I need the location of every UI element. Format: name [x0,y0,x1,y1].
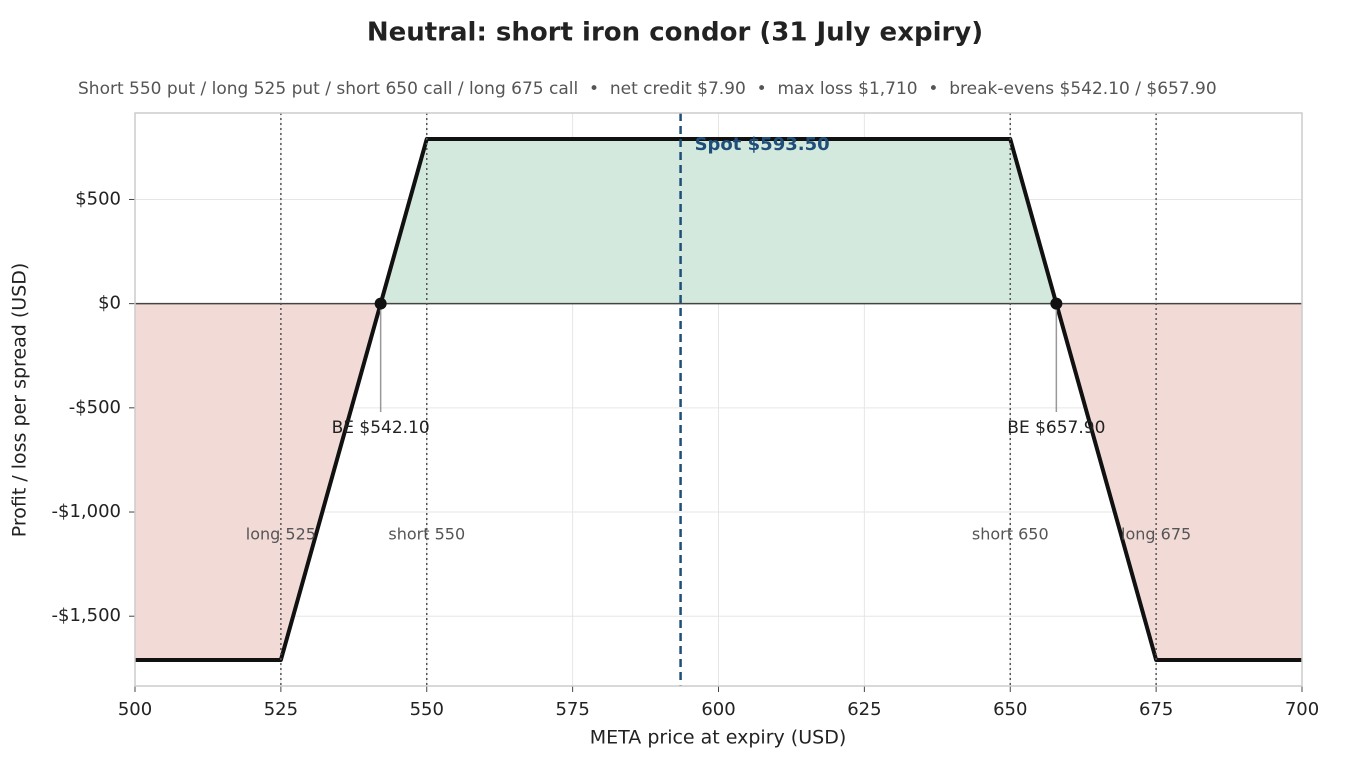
y-axis-label: Profit / loss per spread (USD) [9,263,31,538]
chart-subtitle: Short 550 put / long 525 put / short 650… [78,79,1217,99]
x-tick-label: 600 [701,699,735,720]
x-tick-label: 575 [555,699,589,720]
profit-area [380,139,1057,304]
strike-label: short 550 [388,525,465,544]
y-tick-label: -$1,500 [52,605,121,626]
x-tick-label: 550 [410,699,444,720]
y-tick-label: $500 [75,188,121,209]
x-axis-label: META price at expiry (USD) [590,727,846,749]
x-tick-label: 625 [847,699,881,720]
plot-frame [134,112,1303,687]
strike-label: long 525 [246,525,316,544]
y-tick-label: $0 [98,293,121,314]
x-tick-label: 675 [1139,699,1173,720]
chart-title: Neutral: short iron condor (31 July expi… [367,18,983,48]
y-tick-label: -$500 [69,397,121,418]
payoff-line [135,137,1302,662]
breakeven-label: BE $542.10 [332,418,430,438]
x-tick-label: 525 [264,699,298,720]
x-tick-label: 500 [118,699,152,720]
spot-label: Spot $593.50 [695,134,830,155]
breakeven-marker [374,297,387,310]
strike-label: short 650 [972,525,1049,544]
x-tick-label: 650 [993,699,1027,720]
loss-area [135,303,1302,660]
y-tick-label: -$1,000 [52,501,121,522]
x-tick-label: 700 [1285,699,1319,720]
breakeven-label: BE $657.90 [1007,418,1105,438]
strike-label: long 675 [1121,525,1191,544]
breakeven-marker [1050,297,1063,310]
